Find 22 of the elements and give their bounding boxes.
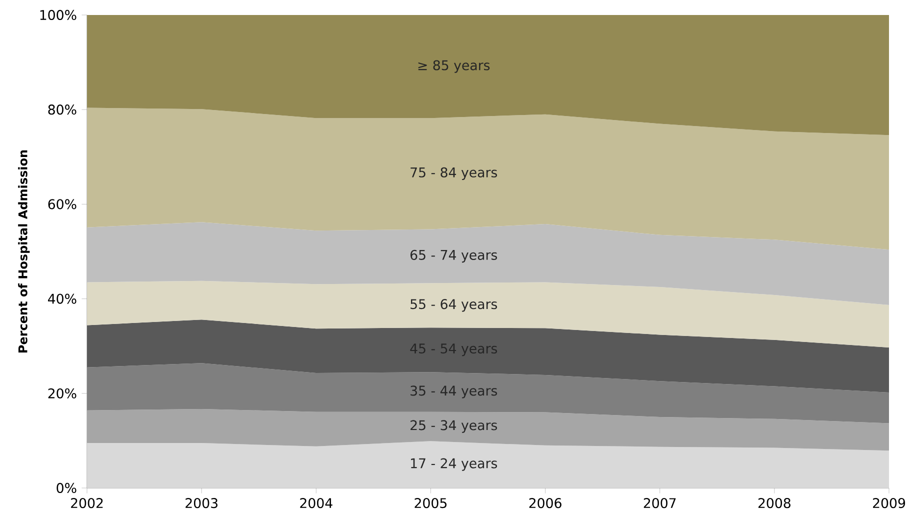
x-tick-label: 2004 xyxy=(300,498,332,508)
series-label: 25 - 34 years xyxy=(410,420,498,433)
series-label: 65 - 74 years xyxy=(410,250,498,263)
y-axis-title: Percent of Hospital Admission xyxy=(18,150,30,352)
y-tick-label: 80% xyxy=(48,104,76,115)
y-tick-label: 40% xyxy=(48,294,76,304)
series-label: 17 - 24 years xyxy=(411,458,498,471)
series-label: 75 - 84 years xyxy=(410,167,498,180)
x-tick-label: 2002 xyxy=(71,498,103,508)
x-tick-label: 2006 xyxy=(529,498,562,508)
series-label: 35 - 44 years xyxy=(410,386,498,398)
x-tick-label: 2008 xyxy=(758,498,790,508)
series-label: 55 - 64 years xyxy=(410,299,498,312)
y-tick-label: 60% xyxy=(48,199,76,210)
x-tick-label: 2007 xyxy=(644,498,676,508)
x-tick-label: 2003 xyxy=(186,498,218,508)
x-tick-label: 2009 xyxy=(873,498,906,508)
series-label: ≥ 85 years xyxy=(418,60,490,73)
y-tick-label: 0% xyxy=(56,482,76,494)
y-tick-label: 20% xyxy=(48,388,76,398)
y-tick-label: 100% xyxy=(40,10,76,20)
x-tick-label: 2005 xyxy=(414,498,447,508)
